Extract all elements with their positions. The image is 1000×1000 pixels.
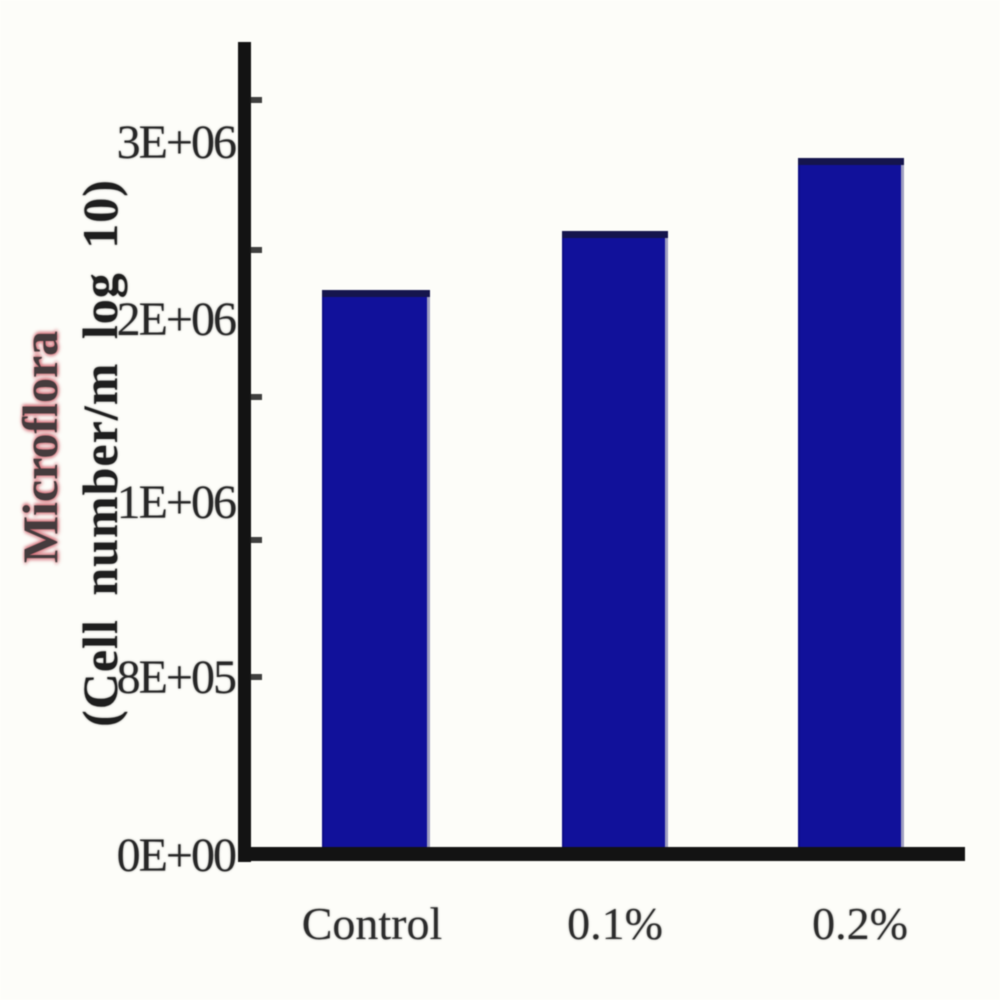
y-tick-label-2e06: 2E+06 bbox=[116, 293, 237, 346]
y-tick-label-1e06: 1E+06 bbox=[116, 476, 237, 529]
x-axis-line bbox=[238, 847, 965, 861]
y-axis-title-line2: (Cell number/m log 10) bbox=[72, 179, 128, 727]
y-tick-mark bbox=[250, 674, 262, 680]
y-tick-mark bbox=[250, 247, 262, 253]
x-category-label-0.2-percent: 0.2% bbox=[812, 898, 908, 949]
y-tick-mark bbox=[250, 394, 262, 400]
bar-0.2-percent bbox=[798, 158, 904, 860]
y-tick-label-0e00: 0E+00 bbox=[116, 829, 237, 882]
y-tick-mark bbox=[250, 537, 262, 543]
y-axis-line bbox=[238, 42, 251, 862]
y-tick-mark bbox=[250, 97, 262, 103]
x-category-label-control: Control bbox=[301, 898, 443, 949]
y-tick-label-8e05: 8E+05 bbox=[116, 651, 237, 704]
bar-0.1-percent bbox=[562, 231, 668, 860]
x-category-label-0.1-percent: 0.1% bbox=[567, 898, 663, 949]
bar-control bbox=[322, 290, 430, 860]
y-tick-label-3e06: 3E+06 bbox=[116, 116, 237, 169]
